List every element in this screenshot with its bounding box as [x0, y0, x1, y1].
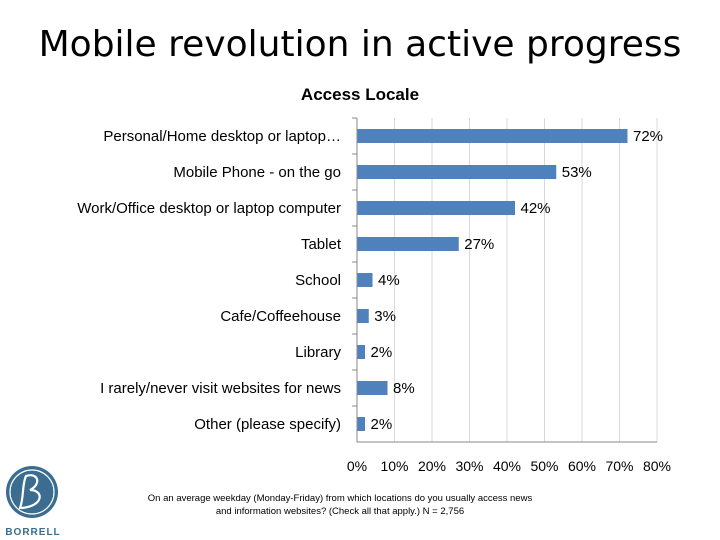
survey-footnote: On an average weekday (Monday-Friday) fr… [60, 492, 620, 518]
chart-title: Access Locale [301, 85, 419, 104]
category-label: Work/Office desktop or laptop computer [77, 200, 341, 217]
x-tick-label: 60% [568, 458, 596, 474]
x-tick-label: 50% [530, 458, 558, 474]
category-label: Cafe/Coffeehouse [220, 308, 341, 325]
category-label: Other (please specify) [194, 416, 341, 433]
x-tick-label: 30% [455, 458, 483, 474]
x-tick-label: 20% [418, 458, 446, 474]
logo-text: BORRELL [5, 527, 60, 538]
data-label: 42% [521, 200, 551, 217]
bar [357, 309, 369, 323]
data-label: 8% [393, 380, 415, 397]
x-tick-label: 70% [605, 458, 633, 474]
data-label: 4% [378, 272, 400, 289]
data-label: 3% [374, 308, 396, 325]
x-tick-label: 0% [347, 458, 367, 474]
data-label: 2% [371, 416, 393, 433]
category-label: Tablet [301, 236, 342, 253]
bar [357, 165, 557, 179]
bar [357, 417, 365, 431]
bar [357, 129, 628, 143]
category-label: Mobile Phone - on the go [173, 164, 341, 181]
data-label: 53% [562, 164, 592, 181]
category-label: Library [295, 344, 341, 361]
x-tick-label: 10% [380, 458, 408, 474]
bar [357, 237, 459, 251]
category-label: School [295, 272, 341, 289]
bar [357, 381, 388, 395]
x-tick-label: 40% [493, 458, 521, 474]
borrell-b-logo-icon: BORRELL [5, 466, 60, 538]
data-label: 72% [633, 128, 663, 145]
category-label: I rarely/never visit websites for news [100, 380, 341, 397]
slide-title: Mobile revolution in active progress [38, 24, 682, 65]
footnote-line-1: On an average weekday (Monday-Friday) fr… [147, 493, 533, 504]
bar [357, 345, 365, 359]
bar [357, 201, 515, 215]
bar [357, 273, 373, 287]
footnote-line-2: and information websites? (Check all tha… [215, 506, 465, 517]
category-label: Personal/Home desktop or laptop… [103, 128, 341, 145]
data-label: 27% [464, 236, 494, 253]
data-label: 2% [371, 344, 393, 361]
x-tick-label: 80% [643, 458, 671, 474]
